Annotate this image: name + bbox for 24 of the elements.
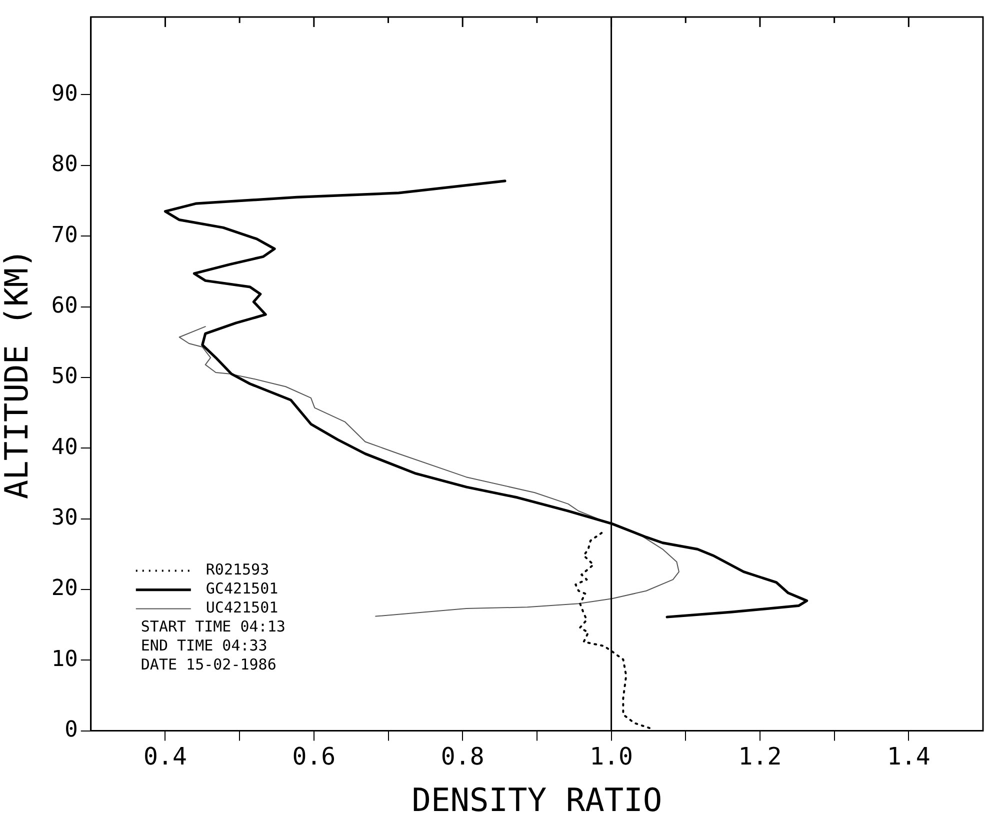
y-axis-title: ALTITUDE (KM) bbox=[0, 248, 36, 500]
x-axis-title: DENSITY RATIO bbox=[412, 781, 662, 820]
y-tick-label: 90 bbox=[51, 81, 78, 106]
annotation: DATE 15-02-1986 bbox=[140, 656, 276, 674]
annotation: END TIME 04:33 bbox=[140, 636, 268, 655]
x-tick-label: 1.4 bbox=[886, 742, 930, 770]
x-tick-label: 1.2 bbox=[738, 742, 782, 770]
y-tick-label: 80 bbox=[51, 152, 78, 178]
x-tick-label: 0.4 bbox=[144, 742, 187, 770]
y-tick-label: 20 bbox=[51, 576, 78, 602]
x-tick-label: 0.8 bbox=[440, 742, 484, 770]
y-tick-label: 0 bbox=[64, 718, 78, 743]
y-tick-label: 40 bbox=[51, 434, 78, 460]
y-tick-label: 30 bbox=[51, 506, 78, 530]
x-tick-label: 0.6 bbox=[292, 742, 336, 770]
annotation: START TIME 04:13 bbox=[140, 618, 286, 636]
y-tick-label: 70 bbox=[51, 222, 78, 248]
x-tick-label: 1.0 bbox=[590, 742, 633, 770]
legend-label: GC421501 bbox=[206, 580, 278, 598]
legend-label: R021593 bbox=[206, 560, 270, 579]
legend-label: UC421501 bbox=[206, 598, 278, 617]
y-tick-label: 50 bbox=[51, 364, 78, 390]
y-tick-label: 10 bbox=[51, 646, 78, 672]
y-tick-label: 60 bbox=[51, 293, 78, 318]
